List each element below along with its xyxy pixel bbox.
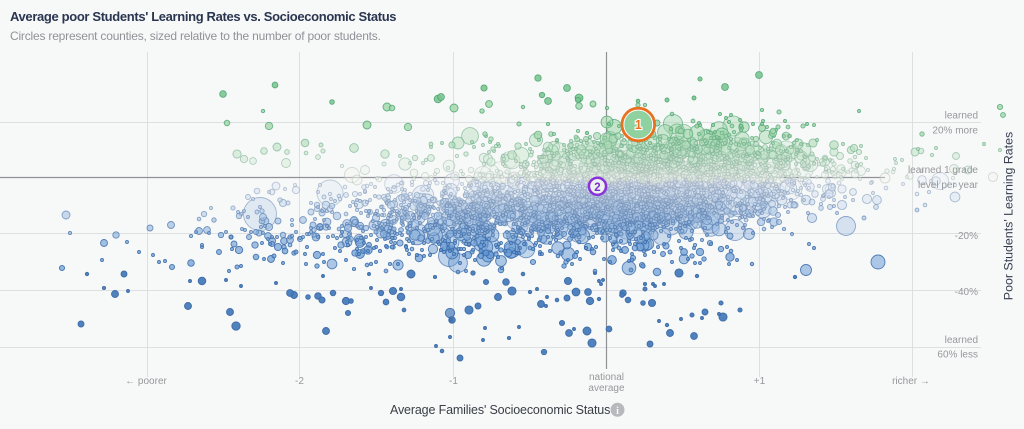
svg-text:learned: learned (945, 335, 978, 346)
svg-text:Poor Students' Learning Rates: Poor Students' Learning Rates (1002, 132, 1016, 300)
svg-text:2: 2 (594, 182, 600, 194)
svg-text:richer →: richer → (892, 376, 930, 387)
svg-text:national: national (589, 372, 624, 383)
svg-text:1: 1 (635, 118, 642, 132)
svg-text:learned 1 grade: learned 1 grade (908, 165, 978, 176)
svg-text:← poorer: ← poorer (125, 376, 167, 387)
svg-text:i: i (616, 406, 619, 417)
svg-text:60% less: 60% less (937, 350, 978, 361)
svg-text:-40%: -40% (955, 287, 978, 298)
svg-text:average: average (588, 383, 625, 394)
svg-text:+1: +1 (754, 376, 766, 387)
svg-text:learned: learned (945, 111, 978, 122)
svg-text:Average Families' Socioeconomi: Average Families' Socioeconomic Status (390, 403, 610, 417)
svg-text:20% more: 20% more (932, 126, 978, 137)
svg-text:-1: -1 (449, 376, 458, 387)
svg-text:level per year: level per year (918, 180, 979, 191)
svg-text:-2: -2 (295, 376, 304, 387)
svg-text:-20%: -20% (955, 231, 978, 242)
